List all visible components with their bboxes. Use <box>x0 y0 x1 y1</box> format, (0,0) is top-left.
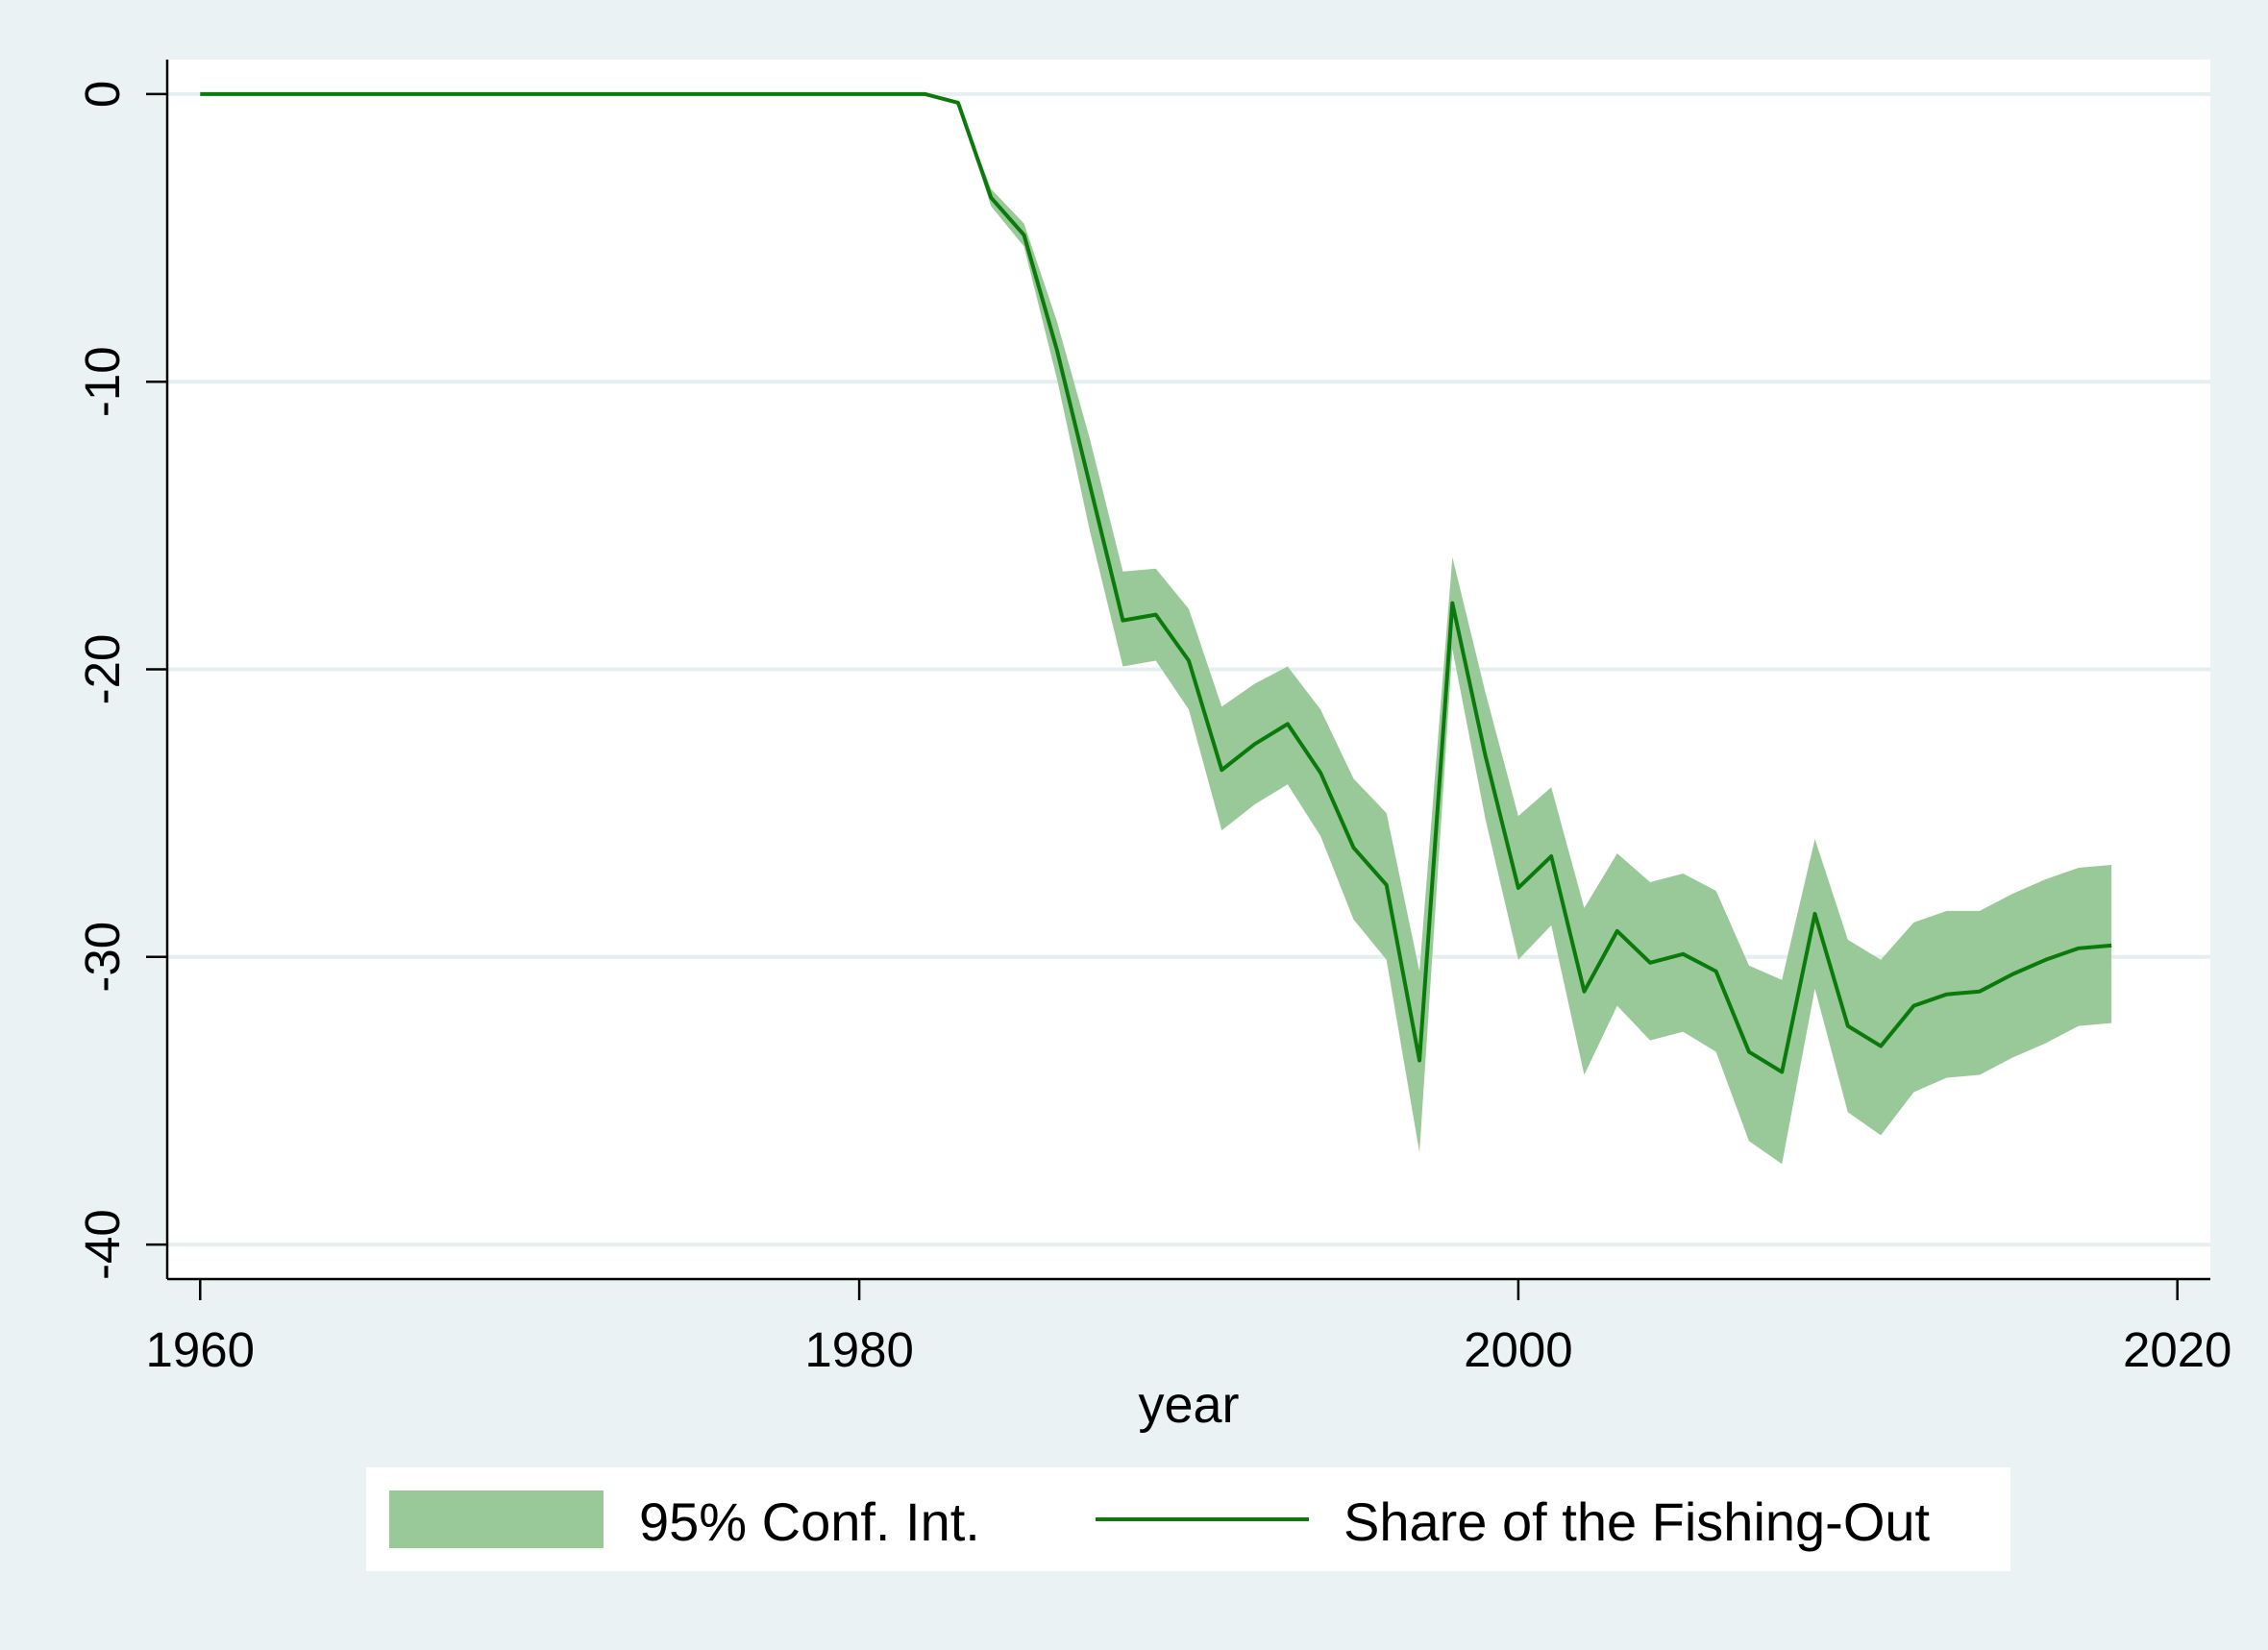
legend-line-label: Share of the Fishing-Out <box>1344 1491 1931 1552</box>
x-tick-label: 2000 <box>1464 1322 1572 1377</box>
x-tick-label: 1960 <box>146 1322 255 1377</box>
y-tick-label: -30 <box>75 922 130 993</box>
y-tick-label: -20 <box>75 634 130 705</box>
series-line-layer <box>200 91 2112 1074</box>
y-tick-label: 0 <box>75 81 130 108</box>
confidence-band-layer <box>200 93 2112 1165</box>
legend-band-label: 95% Conf. Int. <box>639 1491 980 1552</box>
legend: 95% Conf. Int. Share of the Fishing-Out <box>366 1467 2010 1571</box>
x-tick-label: 2020 <box>2123 1322 2231 1377</box>
x-axis-title: year <box>1138 1376 1239 1434</box>
legend-band-swatch <box>389 1490 604 1548</box>
series-line-share-of-the-fishing-out <box>200 91 2112 1074</box>
x-ticks: 1960 1980 2000 2020 <box>146 1279 2231 1377</box>
confidence-band <box>200 93 2112 1165</box>
y-tick-label: -40 <box>75 1209 130 1280</box>
y-tick-label: -10 <box>75 346 130 417</box>
y-ticks: 0 -10 -20 -30 -40 <box>75 81 167 1280</box>
x-tick-label: 1980 <box>804 1322 913 1377</box>
